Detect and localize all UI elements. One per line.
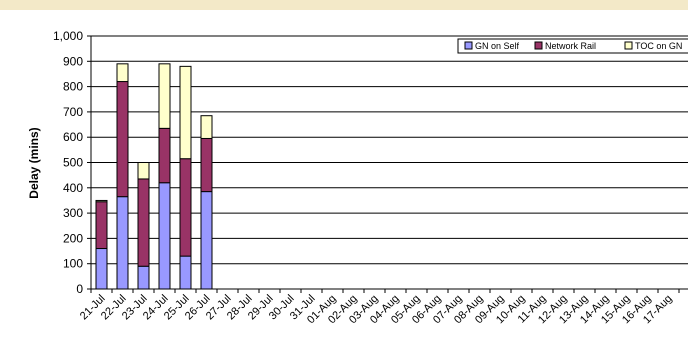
legend-swatch bbox=[464, 41, 473, 50]
y-tick-label: 400 bbox=[63, 181, 83, 195]
y-tick-labels: 0 100 200 300 400 500 600 700 800 900 1,000 bbox=[53, 29, 83, 296]
legend-swatch bbox=[534, 41, 543, 50]
axes bbox=[87, 35, 688, 293]
bar-segment bbox=[179, 158, 192, 257]
legend-label: GN on Self bbox=[475, 41, 520, 51]
bar-segment bbox=[95, 248, 108, 290]
bar-segment bbox=[137, 178, 150, 267]
x-tick-labels: 21-Jul22-Jul23-Jul24-Jul25-Jul26-Jul27-J… bbox=[78, 293, 675, 327]
y-tick-label: 0 bbox=[76, 282, 83, 296]
bar-segment bbox=[95, 201, 108, 250]
legend-label: TOC on GN bbox=[635, 41, 682, 51]
legend: GN on Self Network Rail TOC on GN bbox=[457, 38, 688, 54]
y-tick-label: 1,000 bbox=[53, 29, 83, 43]
bar-segment bbox=[95, 199, 108, 203]
bar-segment bbox=[116, 196, 129, 290]
y-tick-label: 100 bbox=[63, 257, 83, 271]
legend-swatch bbox=[624, 41, 633, 50]
bar-segment bbox=[116, 63, 129, 83]
y-tick-label: 600 bbox=[63, 130, 83, 144]
y-tick-label: 800 bbox=[63, 80, 83, 94]
y-tick-label: 900 bbox=[63, 54, 83, 68]
bar-segment bbox=[200, 115, 213, 139]
bar-segment bbox=[137, 162, 150, 180]
legend-label: Network Rail bbox=[545, 41, 596, 51]
bar-segment bbox=[200, 137, 213, 193]
y-tick-label: 500 bbox=[63, 156, 83, 170]
bar-segment bbox=[158, 127, 171, 184]
y-tick-label: 200 bbox=[63, 231, 83, 245]
bar-segment bbox=[116, 81, 129, 198]
bar-segment bbox=[200, 191, 213, 290]
bars bbox=[95, 63, 213, 290]
bar-segment bbox=[179, 65, 192, 160]
bar-segment bbox=[137, 265, 150, 290]
y-tick-label: 700 bbox=[63, 105, 83, 119]
bar-segment bbox=[179, 255, 192, 290]
y-axis-label: Delay (mins) bbox=[27, 127, 41, 198]
bar-segment bbox=[158, 63, 171, 129]
bar-segment bbox=[158, 182, 171, 290]
y-tick-label: 300 bbox=[63, 206, 83, 220]
